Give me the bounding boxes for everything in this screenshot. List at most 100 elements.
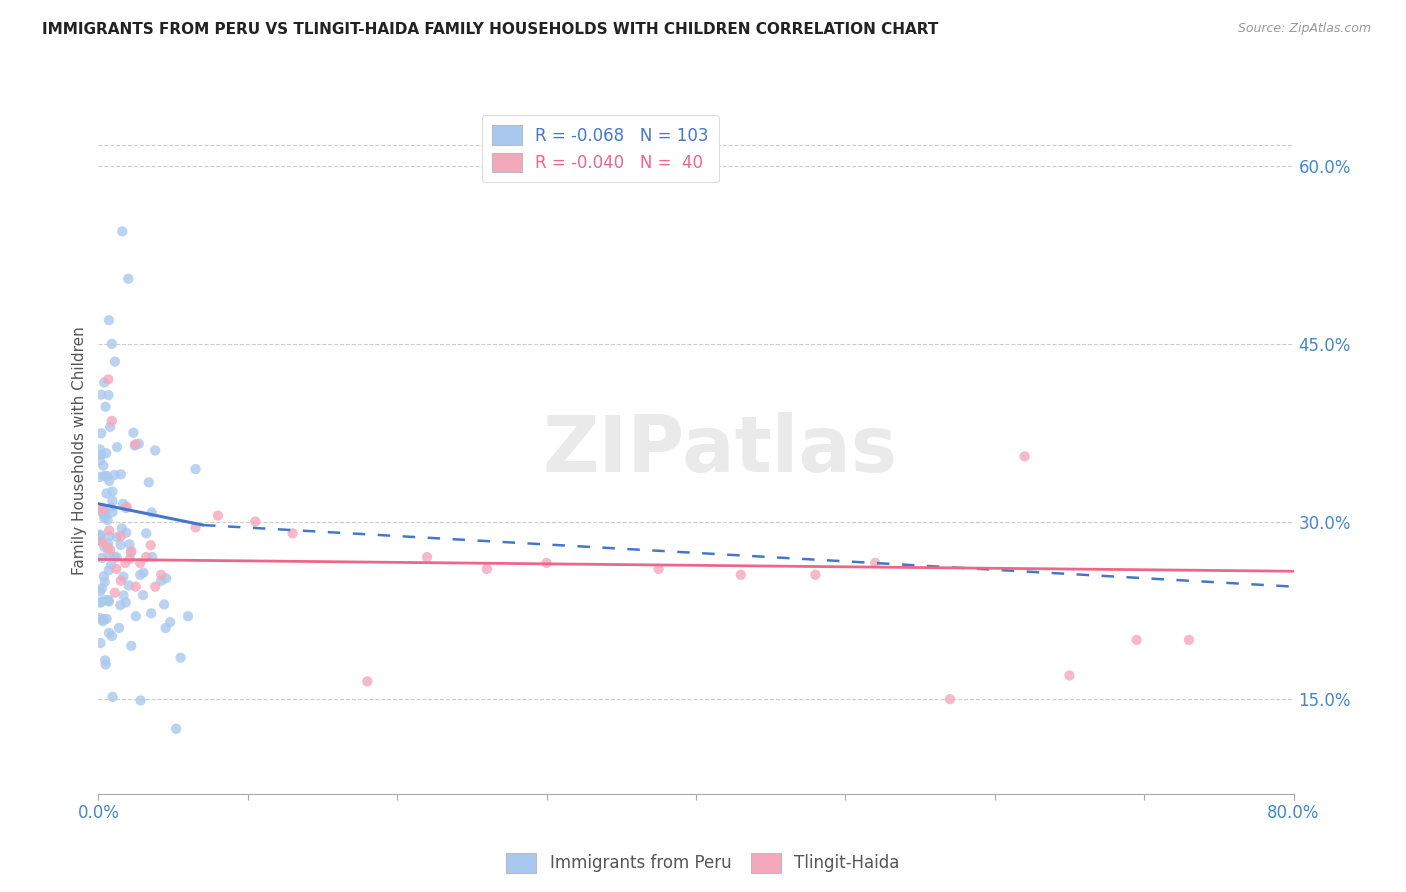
Point — [865, 556, 887, 570]
Point — [143, 443, 166, 458]
Point — [94, 508, 117, 522]
Point — [89, 584, 111, 599]
Point — [97, 548, 120, 562]
Point — [122, 425, 145, 440]
Point — [1014, 450, 1036, 464]
Point — [129, 556, 152, 570]
Point — [98, 529, 121, 543]
Point — [245, 515, 267, 529]
Point — [91, 535, 114, 549]
Point — [124, 438, 146, 452]
Point — [1178, 632, 1201, 647]
Point — [108, 621, 131, 635]
Point — [939, 692, 962, 706]
Point — [110, 467, 132, 482]
Point — [97, 313, 120, 327]
Point — [111, 521, 134, 535]
Point — [89, 470, 111, 484]
Point — [112, 569, 135, 583]
Point — [94, 593, 117, 607]
Point — [93, 540, 115, 554]
Point — [416, 549, 439, 564]
Point — [97, 563, 120, 577]
Point — [281, 526, 304, 541]
Point — [101, 484, 124, 499]
Point — [91, 614, 114, 628]
Point — [93, 458, 115, 473]
Point — [110, 538, 132, 552]
Point — [110, 529, 132, 543]
Point — [93, 612, 115, 626]
Point — [143, 580, 166, 594]
Point — [93, 569, 115, 583]
Point — [103, 549, 125, 564]
Point — [475, 562, 498, 576]
Point — [90, 502, 112, 516]
Point — [97, 594, 120, 608]
Point — [124, 437, 146, 451]
Y-axis label: Family Households with Children: Family Households with Children — [72, 326, 87, 574]
Point — [98, 542, 121, 557]
Point — [356, 674, 378, 689]
Point — [135, 549, 157, 564]
Point — [177, 609, 200, 624]
Point — [115, 525, 138, 540]
Point — [90, 504, 112, 518]
Point — [111, 224, 134, 238]
Point — [104, 354, 127, 368]
Point — [105, 550, 128, 565]
Point — [101, 494, 124, 508]
Point — [132, 588, 155, 602]
Point — [105, 530, 128, 544]
Point — [89, 533, 111, 548]
Point — [804, 567, 827, 582]
Point — [129, 693, 152, 707]
Point — [132, 566, 155, 580]
Point — [115, 500, 138, 514]
Point — [100, 500, 122, 515]
Point — [98, 474, 121, 488]
Point — [96, 469, 118, 483]
Point — [118, 537, 141, 551]
Point — [184, 520, 207, 534]
Point — [89, 527, 111, 541]
Point — [110, 598, 132, 612]
Point — [94, 653, 117, 667]
Point — [89, 529, 111, 543]
Point — [114, 556, 136, 570]
Point — [125, 580, 148, 594]
Point — [94, 509, 117, 524]
Point — [138, 475, 160, 490]
Point — [114, 595, 136, 609]
Point — [98, 524, 121, 538]
Point — [112, 497, 135, 511]
Point — [93, 468, 115, 483]
Text: IMMIGRANTS FROM PERU VS TLINGIT-HAIDA FAMILY HOUSEHOLDS WITH CHILDREN CORRELATIO: IMMIGRANTS FROM PERU VS TLINGIT-HAIDA FA… — [42, 22, 939, 37]
Point — [120, 639, 142, 653]
Point — [96, 446, 118, 460]
Point — [536, 556, 558, 570]
Point — [104, 585, 127, 599]
Point — [105, 562, 128, 576]
Point — [128, 436, 150, 450]
Point — [90, 550, 112, 565]
Point — [93, 376, 115, 390]
Point — [112, 589, 135, 603]
Point — [110, 574, 132, 588]
Point — [207, 508, 229, 523]
Legend: R = -0.068   N = 103, R = -0.040   N =  40: R = -0.068 N = 103, R = -0.040 N = 40 — [482, 115, 718, 182]
Point — [98, 419, 121, 434]
Point — [91, 502, 114, 516]
Point — [96, 486, 118, 500]
Legend: Immigrants from Peru, Tlingit-Haida: Immigrants from Peru, Tlingit-Haida — [499, 847, 907, 880]
Point — [103, 468, 125, 483]
Point — [120, 545, 142, 559]
Point — [141, 607, 163, 621]
Point — [120, 544, 142, 558]
Point — [125, 609, 148, 624]
Point — [89, 611, 111, 625]
Point — [98, 626, 121, 640]
Point — [115, 501, 138, 516]
Point — [118, 578, 141, 592]
Point — [141, 549, 163, 564]
